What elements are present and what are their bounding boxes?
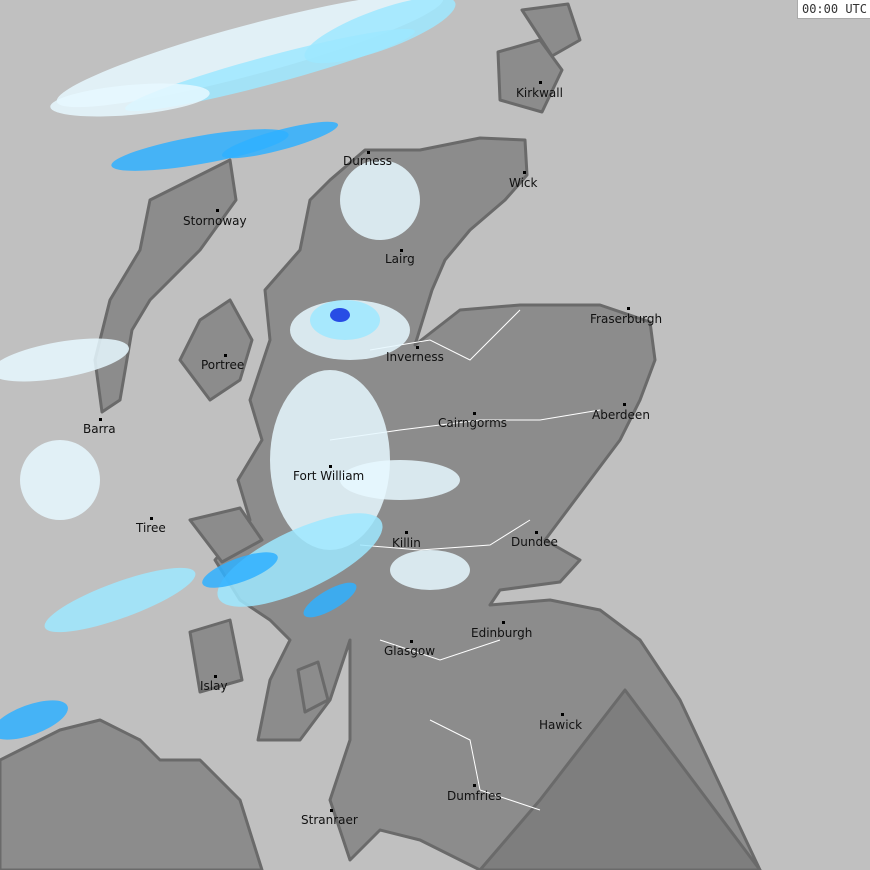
city-label: Aberdeen: [592, 408, 650, 422]
city-dot: [216, 209, 219, 212]
city-dot: [523, 171, 526, 174]
city-dot: [535, 531, 538, 534]
city-label: Wick: [509, 176, 538, 190]
mull: [188, 506, 264, 564]
city-dot: [400, 249, 403, 252]
precipitation-echo: [111, 129, 289, 171]
city-marker: Cairngorms: [438, 412, 507, 430]
outer-hebrides: [93, 158, 238, 414]
river: [379, 639, 501, 661]
city-dot: [561, 713, 564, 716]
city-marker: Aberdeen: [592, 403, 650, 422]
river: [429, 719, 541, 811]
precipitation-echo: [304, 0, 456, 64]
city-dot: [410, 640, 413, 643]
city-label: Inverness: [386, 350, 444, 364]
precipitation-echo: [56, 0, 444, 108]
city-dot: [224, 354, 227, 357]
city-marker: Fort William: [293, 465, 364, 483]
precipitation-echo: [221, 121, 339, 159]
city-marker: Dumfries: [447, 784, 502, 803]
city-label: Barra: [83, 422, 116, 436]
city-dot: [99, 418, 102, 421]
islay: [188, 618, 244, 694]
city-marker: Barra: [83, 418, 116, 436]
precipitation-echo: [270, 370, 390, 550]
precipitation-echo: [44, 567, 196, 633]
precipitation-echo: [303, 582, 357, 618]
city-marker: Glasgow: [384, 640, 435, 658]
city-dot: [329, 465, 332, 468]
precipitation-echo: [202, 552, 278, 588]
precipitation-echo: [340, 460, 460, 500]
city-label: Tiree: [135, 521, 166, 535]
city-dot: [367, 151, 370, 154]
city-label: Cairngorms: [438, 416, 507, 430]
city-marker: Inverness: [386, 346, 444, 364]
orkney: [496, 38, 564, 114]
city-marker: Wick: [509, 171, 538, 190]
timestamp-label: 00:00 UTC: [796, 0, 870, 19]
city-dot: [627, 307, 630, 310]
city-label: Durness: [343, 154, 392, 168]
city-marker: Dundee: [511, 531, 558, 549]
city-marker: Edinburgh: [471, 621, 532, 640]
city-dot: [473, 412, 476, 415]
city-label: Islay: [200, 679, 228, 693]
city-dot: [502, 621, 505, 624]
city-label: Lairg: [385, 252, 415, 266]
city-label: Killin: [392, 536, 421, 550]
city-dot: [214, 675, 217, 678]
city-label: Hawick: [539, 718, 582, 732]
skye: [178, 298, 254, 402]
city-dot: [623, 403, 626, 406]
city-marker: Islay: [200, 675, 228, 693]
precipitation-echo: [390, 550, 470, 590]
city-marker: Hawick: [539, 713, 582, 732]
city-label: Glasgow: [384, 644, 435, 658]
city-marker: Lairg: [385, 249, 415, 266]
precipitation-echo: [50, 83, 210, 117]
shetland: [520, 2, 582, 58]
river: [359, 519, 531, 551]
city-dot: [330, 809, 333, 812]
precipitation-echo: [0, 700, 68, 740]
ireland: [0, 718, 264, 870]
precipitation-echo: [330, 308, 350, 322]
city-marker: Durness: [343, 151, 392, 168]
city-marker: Portree: [201, 354, 244, 372]
city-label: Kirkwall: [516, 86, 563, 100]
city-label: Dundee: [511, 535, 558, 549]
arran: [296, 660, 330, 714]
city-label: Fraserburgh: [590, 312, 662, 326]
precipitation-echo: [340, 160, 420, 240]
precipitation-layer: [0, 0, 470, 740]
precipitation-echo: [217, 513, 383, 607]
city-label: Dumfries: [447, 789, 502, 803]
city-label: Fort William: [293, 469, 364, 483]
city-label: Stornoway: [183, 214, 247, 228]
precipitation-echo: [20, 440, 100, 520]
england: [478, 688, 762, 870]
city-marker: Killin: [392, 531, 421, 550]
city-marker: Tiree: [135, 517, 166, 535]
cities-layer: Kirkwall Wick Durness Stornoway Lairg Fraserb…: [83, 81, 662, 827]
city-dot: [150, 517, 153, 520]
city-label: Edinburgh: [471, 626, 532, 640]
city-marker: Stornoway: [183, 209, 247, 228]
city-marker: Kirkwall: [516, 81, 563, 100]
city-dot: [405, 531, 408, 534]
city-label: Stranraer: [301, 813, 358, 827]
city-dot: [473, 784, 476, 787]
city-marker: Fraserburgh: [590, 307, 662, 326]
city-label: Portree: [201, 358, 244, 372]
city-dot: [539, 81, 542, 84]
precipitation-echo: [0, 338, 130, 382]
city-marker: Stranraer: [301, 809, 358, 827]
city-dot: [416, 346, 419, 349]
